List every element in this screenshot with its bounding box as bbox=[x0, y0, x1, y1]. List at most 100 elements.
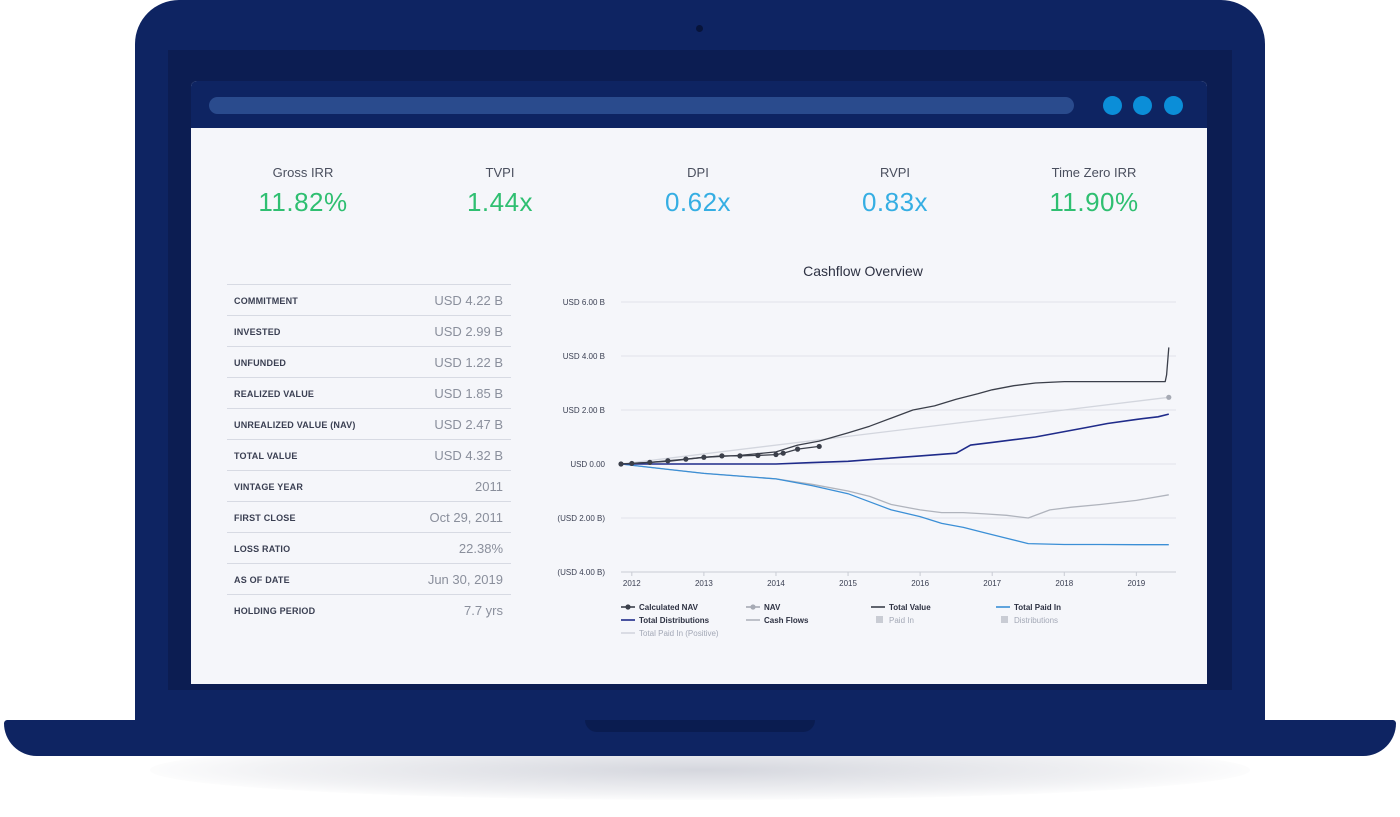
table-row: REALIZED VALUE USD 1.85 B bbox=[227, 378, 511, 409]
row-label: AS OF DATE bbox=[234, 575, 290, 585]
data-point-calculated-nav bbox=[629, 460, 635, 467]
kpi-time-zero-irr: Time Zero IRR 11.90% bbox=[994, 165, 1194, 218]
row-value: Oct 29, 2011 bbox=[429, 510, 503, 525]
series-line-total-value bbox=[620, 347, 1170, 465]
kpi-value: 11.90% bbox=[1049, 187, 1139, 217]
series-line-total-distributions bbox=[621, 413, 1169, 465]
x-tick-label: 2019 bbox=[1127, 579, 1145, 588]
legend-swatch-distributions bbox=[1001, 616, 1008, 623]
row-value: USD 2.47 B bbox=[434, 417, 503, 432]
browser-bar bbox=[191, 81, 1207, 128]
row-value: USD 2.99 B bbox=[434, 324, 503, 339]
x-tick-label: 2018 bbox=[1055, 579, 1073, 588]
table-row: INVESTED USD 2.99 B bbox=[227, 316, 511, 347]
row-value: USD 4.32 B bbox=[434, 448, 503, 463]
legend-swatch-paid-in bbox=[876, 616, 883, 623]
table-row: FIRST CLOSE Oct 29, 2011 bbox=[227, 502, 511, 533]
kpi-label: TVPI bbox=[485, 165, 515, 180]
row-value: USD 1.22 B bbox=[434, 355, 503, 370]
kpi-value: 1.44x bbox=[466, 187, 534, 217]
row-label: REALIZED VALUE bbox=[234, 389, 315, 399]
row-label: LOSS RATIO bbox=[234, 544, 291, 554]
table-row: HOLDING PERIOD 7.7 yrs bbox=[227, 595, 511, 625]
table-row: UNFUNDED USD 1.22 B bbox=[227, 347, 511, 378]
y-tick-label: (USD 2.00 B) bbox=[557, 514, 605, 523]
series-line-cash-flows bbox=[620, 463, 1169, 519]
x-tick-label: 2016 bbox=[911, 579, 929, 588]
table-row: TOTAL VALUE USD 4.32 B bbox=[227, 440, 511, 471]
table-row: VINTAGE YEAR 2011 bbox=[227, 471, 511, 502]
kpi-gross-irr: Gross IRR 11.82% bbox=[203, 165, 403, 218]
row-label: VINTAGE YEAR bbox=[234, 482, 304, 492]
window-dot-icon[interactable] bbox=[1164, 96, 1183, 115]
table-row: COMMITMENT USD 4.22 B bbox=[227, 285, 511, 316]
address-bar[interactable] bbox=[209, 97, 1074, 114]
row-label: INVESTED bbox=[234, 327, 281, 337]
y-tick-label: USD 4.00 B bbox=[563, 352, 605, 361]
row-label: HOLDING PERIOD bbox=[234, 606, 316, 616]
x-tick-label: 2015 bbox=[839, 579, 857, 588]
table-row: LOSS RATIO 22.38% bbox=[227, 533, 511, 564]
x-tick-label: 2017 bbox=[983, 579, 1001, 588]
kpi-label: Time Zero IRR bbox=[1051, 165, 1137, 180]
series-line-total-paid-in-positive bbox=[620, 396, 1169, 465]
legend-label-cash-flows: Cash Flows bbox=[764, 616, 809, 625]
row-value: Jun 30, 2019 bbox=[427, 572, 503, 587]
legend-label-total-value: Total Value bbox=[889, 603, 931, 612]
x-tick-label: 2013 bbox=[695, 579, 713, 588]
data-point-calculated-nav bbox=[737, 453, 743, 459]
data-point-calculated-nav bbox=[755, 452, 761, 458]
row-value: USD 1.85 B bbox=[434, 386, 503, 401]
kpi-tvpi: TVPI 1.44x bbox=[400, 165, 600, 218]
legend-label-nav: NAV bbox=[764, 603, 781, 612]
kpi-value: 0.62x bbox=[664, 187, 732, 217]
data-point-calculated-nav bbox=[780, 450, 786, 456]
chart-title: Cashflow Overview bbox=[803, 263, 923, 279]
kpi-label: RVPI bbox=[879, 165, 911, 180]
y-tick-label: (USD 4.00 B) bbox=[557, 568, 605, 577]
data-point-calculated-nav bbox=[701, 454, 707, 460]
data-point-calculated-nav bbox=[773, 451, 779, 458]
table-row: AS OF DATE Jun 30, 2019 bbox=[227, 564, 511, 595]
kpi-dpi: DPI 0.62x bbox=[598, 165, 798, 218]
x-tick-label: 2014 bbox=[767, 579, 785, 588]
legend-label-paid-in: Paid In bbox=[889, 616, 914, 625]
legend-label-total-paid-in-positive: Total Paid In (Positive) bbox=[639, 629, 719, 638]
legend-label-distributions: Distributions bbox=[1014, 616, 1058, 625]
kpi-value: 11.82% bbox=[258, 187, 348, 217]
window-dot-icon[interactable] bbox=[1133, 96, 1152, 115]
laptop-notch bbox=[585, 720, 815, 732]
data-point-nav bbox=[1166, 394, 1172, 400]
series-line-total-paid-in bbox=[620, 463, 1169, 546]
legend-marker-calculated-nav bbox=[625, 604, 631, 610]
data-point-calculated-nav bbox=[719, 453, 725, 459]
legend-label-calculated-nav: Calculated NAV bbox=[639, 603, 699, 612]
y-tick-label: USD 0.00 bbox=[570, 460, 605, 469]
row-value: 2011 bbox=[475, 479, 503, 494]
cashflow-chart: USD 6.00 B USD 4.00 B USD 2.00 B USD 0.00 (U… bbox=[557, 298, 1176, 638]
row-value: 22.38% bbox=[458, 541, 503, 556]
fund-summary-table: COMMITMENT USD 4.22 B INVESTED USD 2.99 B … bbox=[227, 284, 511, 625]
legend-label-total-paid-in: Total Paid In bbox=[1014, 603, 1061, 612]
window-dot-icon[interactable] bbox=[1103, 96, 1122, 115]
data-point-calculated-nav bbox=[794, 446, 801, 452]
row-label: COMMITMENT bbox=[234, 296, 298, 306]
legend-marker-nav bbox=[750, 604, 756, 610]
data-point-calculated-nav bbox=[816, 443, 822, 450]
kpi-label: DPI bbox=[687, 165, 709, 180]
row-value: 7.7 yrs bbox=[463, 603, 503, 618]
row-label: FIRST CLOSE bbox=[234, 513, 296, 523]
table-row: UNREALIZED VALUE (NAV) USD 2.47 B bbox=[227, 409, 511, 440]
row-label: TOTAL VALUE bbox=[234, 451, 298, 461]
data-point-calculated-nav bbox=[665, 458, 671, 464]
legend-label-total-distributions: Total Distributions bbox=[639, 616, 710, 625]
camera-icon bbox=[696, 25, 703, 32]
row-label: UNREALIZED VALUE (NAV) bbox=[234, 420, 356, 430]
row-value: USD 4.22 B bbox=[434, 293, 503, 308]
kpi-value: 0.83x bbox=[861, 187, 929, 217]
data-point-calculated-nav bbox=[647, 459, 653, 465]
data-point-calculated-nav bbox=[683, 456, 689, 462]
y-tick-label: USD 6.00 B bbox=[563, 298, 605, 307]
kpi-rvpi: RVPI 0.83x bbox=[795, 165, 995, 218]
app-screen: Gross IRR 11.82% TVPI 1.44x DPI 0.62x RV… bbox=[191, 81, 1207, 684]
